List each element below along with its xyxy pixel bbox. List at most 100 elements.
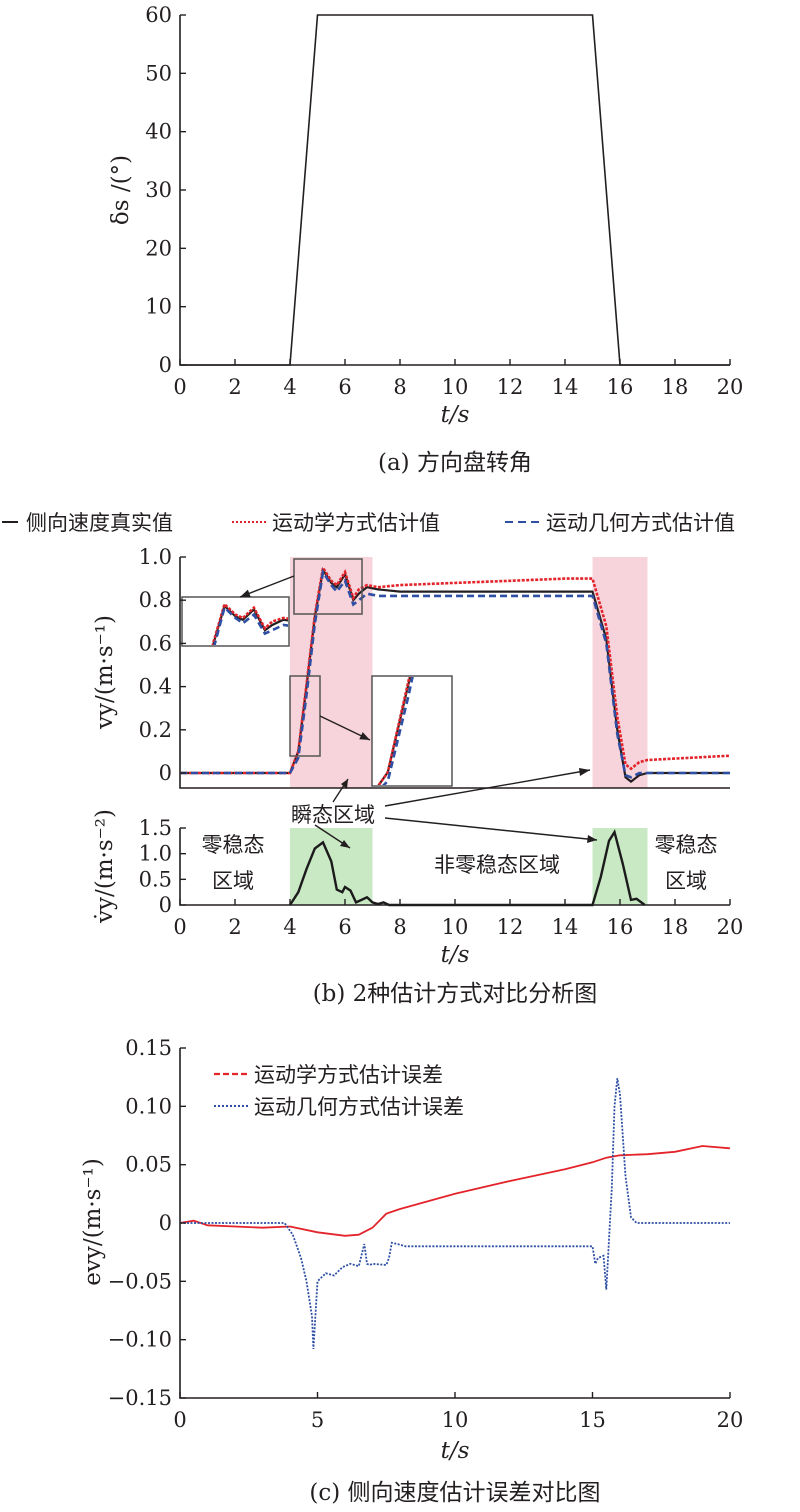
panel-b-legend: 侧向速度真实值 运动学方式估计值 运动几何方式估计值 bbox=[2, 511, 735, 535]
legend-label-geo: 运动几何方式估计值 bbox=[546, 511, 735, 535]
annotation-arrows bbox=[314, 768, 598, 849]
panel-c-xtick-label: 15 bbox=[579, 1408, 606, 1432]
panel-c-ytick-label: 0.05 bbox=[125, 1153, 172, 1177]
panel-a-xtick-label: 10 bbox=[442, 375, 469, 399]
inset-lines bbox=[211, 601, 288, 645]
panel-b-lower-xtick-label: 12 bbox=[497, 915, 524, 939]
annotation-zero-steady-right-2: 区域 bbox=[665, 869, 707, 893]
panel-b-lower-xtick-label: 14 bbox=[552, 915, 579, 939]
panel-c-xtick-label: 10 bbox=[442, 1408, 469, 1432]
panel-b-lower-xtick-label: 16 bbox=[607, 915, 634, 939]
panel-a-ytick-label: 50 bbox=[145, 61, 172, 85]
panel-b-lower-xtick-label: 2 bbox=[228, 915, 241, 939]
annotation-zero-steady-right-1: 零稳态 bbox=[655, 833, 718, 857]
panel-b-ytick-label: 0.8 bbox=[139, 588, 172, 612]
panel-b-ytick-label: 0.6 bbox=[139, 631, 172, 655]
legend-label-geo-err: 运动几何方式估计误差 bbox=[254, 1095, 464, 1119]
kinematic-error-line bbox=[181, 1145, 730, 1237]
panel-a-xtick-label: 6 bbox=[338, 375, 351, 399]
steady-region bbox=[592, 828, 648, 905]
panel-c-ytick-label: 0 bbox=[159, 1211, 172, 1235]
panel-b-upper-axes bbox=[179, 557, 730, 789]
panel-a-ytick-label: 60 bbox=[145, 3, 172, 27]
legend-label-kin-err: 运动学方式估计误差 bbox=[254, 1063, 443, 1087]
panel-b-xlabel: t/s bbox=[441, 942, 470, 968]
kinematic-estimate-line bbox=[181, 564, 730, 775]
panel-a-xtick-label: 4 bbox=[283, 375, 296, 399]
annotation-nonzero-steady: 非零稳态区域 bbox=[434, 853, 560, 877]
panel-b-ytick-label: 0.4 bbox=[139, 675, 172, 699]
panel-b-lower-ytick-label: 0 bbox=[159, 893, 172, 917]
panel-b-lower-xtick-label: 8 bbox=[393, 915, 406, 939]
panel-b-lower-ytick-label: 1.0 bbox=[139, 842, 172, 866]
panel-c-series bbox=[181, 1078, 730, 1350]
panel-c-caption: (c) 侧向速度估计误差对比图 bbox=[309, 1480, 600, 1506]
inset-box bbox=[371, 675, 453, 787]
transient-region bbox=[290, 557, 373, 788]
panel-b-lower-series bbox=[288, 829, 646, 907]
panel-a: 0 2 4 6 8 10 12 14 16 18 20 0 10 20 30 40 50 60 δs /(°) t… bbox=[108, 3, 743, 476]
geometric-error-line bbox=[181, 1078, 730, 1350]
panel-b-ytick-label: 1.0 bbox=[139, 545, 172, 569]
panel-a-xtick-label: 12 bbox=[497, 375, 524, 399]
panel-c-ytick-label: −0.10 bbox=[108, 1328, 172, 1352]
panel-a-xtick-label: 8 bbox=[393, 375, 406, 399]
panel-a-xtick-label: 18 bbox=[662, 375, 689, 399]
panel-b-ytick-label: 0.2 bbox=[139, 718, 172, 742]
panel-a-xtick-label: 0 bbox=[173, 375, 186, 399]
panel-b-lower-xtick-label: 6 bbox=[338, 915, 351, 939]
panel-c-xtick-label: 0 bbox=[173, 1408, 186, 1432]
panel-c-ytick-label: 0.10 bbox=[125, 1094, 172, 1118]
panel-a-ytick-label: 10 bbox=[145, 295, 172, 319]
panel-b-lower-xtick-label: 10 bbox=[442, 915, 469, 939]
panel-b-insets bbox=[181, 558, 453, 787]
panel-c-ytick-label: −0.15 bbox=[108, 1386, 172, 1410]
panel-b-lower-xtick-label: 4 bbox=[283, 915, 296, 939]
panel-b-transient-regions bbox=[290, 557, 648, 788]
annotation-zero-steady-left-2: 区域 bbox=[212, 869, 254, 893]
panel-b-lower-xtick-label: 0 bbox=[173, 915, 186, 939]
annotation-transient: 瞬态区域 bbox=[291, 803, 375, 827]
panel-b-ytick-label: 0 bbox=[159, 761, 172, 785]
legend-label-kin: 运动学方式估计值 bbox=[272, 511, 440, 535]
panel-b-lower-xtick-label: 20 bbox=[717, 915, 744, 939]
inset-arrowhead bbox=[240, 589, 251, 598]
panel-b-upper-ticks: 0 0.2 0.4 0.6 0.8 1.0 bbox=[139, 545, 186, 785]
inset-source-box bbox=[293, 558, 363, 615]
panel-a-ylabel: δs /(°) bbox=[108, 155, 134, 225]
panel-a-caption: (a) 方向盘转角 bbox=[378, 450, 532, 476]
panel-a-xtick-label: 14 bbox=[552, 375, 579, 399]
panel-b-caption: (b) 2种估计方式对比分析图 bbox=[313, 981, 598, 1007]
panel-b-lower-ylabel: v̇y/(m·s⁻²) bbox=[92, 809, 118, 924]
panel-c-ytick-label: −0.05 bbox=[108, 1269, 172, 1293]
panel-a-xtick-label: 2 bbox=[228, 375, 241, 399]
transient-region bbox=[592, 557, 648, 788]
panel-c: 0 5 10 15 20 −0.15 −0.10 −0.05 0 0.05 0.10 0.15 运动学… bbox=[80, 1036, 743, 1506]
panel-a-series bbox=[180, 14, 730, 366]
panel-c-xtick-label: 5 bbox=[311, 1408, 324, 1432]
arrow-to-region-2 bbox=[384, 769, 591, 807]
panel-b-lower-ytick-label: 0.5 bbox=[139, 867, 172, 891]
panel-b-lower-ytick-label: 1.5 bbox=[139, 816, 172, 840]
annotation-zero-steady-left-1: 零稳态 bbox=[202, 833, 265, 857]
legend-label-true: 侧向速度真实值 bbox=[26, 511, 173, 535]
panel-c-ticks: 0 5 10 15 20 −0.15 −0.10 −0.05 0 0.05 0.10 0.15 bbox=[108, 1036, 744, 1432]
panel-a-axes bbox=[179, 15, 730, 366]
panel-a-xtick-label: 16 bbox=[607, 375, 634, 399]
panel-a-ytick-label: 20 bbox=[145, 236, 172, 260]
panel-c-xlabel: t/s bbox=[441, 1438, 470, 1464]
panel-b-ylabel: vy/(m·s⁻¹) bbox=[92, 615, 118, 730]
panel-c-xtick-label: 20 bbox=[717, 1408, 744, 1432]
panel-c-ytick-label: 0.15 bbox=[125, 1036, 172, 1060]
inset-box bbox=[181, 596, 290, 647]
panel-a-xtick-label: 20 bbox=[717, 375, 744, 399]
inset-arrowhead bbox=[359, 732, 370, 740]
panel-a-ytick-label: 40 bbox=[145, 120, 172, 144]
panel-b-lower-ticks: 00.51.01.5 0 2 4 6 8 10 12 14 16 18 20 bbox=[139, 816, 744, 939]
steering-angle-line bbox=[180, 14, 730, 366]
arrow-to-lower-2 bbox=[384, 817, 598, 841]
panel-b-lower-xtick-label: 18 bbox=[662, 915, 689, 939]
panel-b: 侧向速度真实值 运动学方式估计值 运动几何方式估计值 0 0.2 0.4 0.6 0.8… bbox=[2, 511, 744, 1007]
panel-a-ytick-label: 30 bbox=[145, 178, 172, 202]
